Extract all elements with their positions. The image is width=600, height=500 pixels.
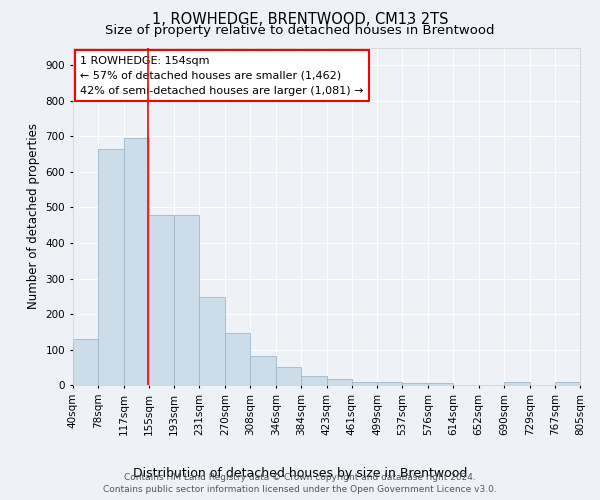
Bar [124, 138, 149, 385]
Bar [377, 382, 403, 385]
Text: Size of property relative to detached houses in Brentwood: Size of property relative to detached ho… [105, 24, 495, 37]
Bar [504, 382, 530, 385]
Bar [226, 332, 250, 385]
Bar [149, 214, 174, 385]
Bar [98, 149, 124, 385]
Text: 1, ROWHEDGE, BRENTWOOD, CM13 2TS: 1, ROWHEDGE, BRENTWOOD, CM13 2TS [152, 12, 448, 26]
Bar [301, 376, 327, 385]
Bar [428, 384, 454, 385]
Bar [275, 368, 301, 385]
Bar [327, 379, 352, 385]
Bar [250, 356, 275, 385]
Bar [199, 297, 226, 385]
Bar [73, 339, 98, 385]
Bar [403, 384, 428, 385]
Y-axis label: Number of detached properties: Number of detached properties [27, 124, 40, 310]
Bar [555, 382, 580, 385]
Bar [174, 214, 199, 385]
Text: Contains HM Land Registry data © Crown copyright and database right 2024.
Contai: Contains HM Land Registry data © Crown c… [103, 472, 497, 494]
Bar [352, 382, 377, 385]
Text: Distribution of detached houses by size in Brentwood: Distribution of detached houses by size … [133, 468, 467, 480]
Text: 1 ROWHEDGE: 154sqm
← 57% of detached houses are smaller (1,462)
42% of semi-deta: 1 ROWHEDGE: 154sqm ← 57% of detached hou… [80, 56, 364, 96]
